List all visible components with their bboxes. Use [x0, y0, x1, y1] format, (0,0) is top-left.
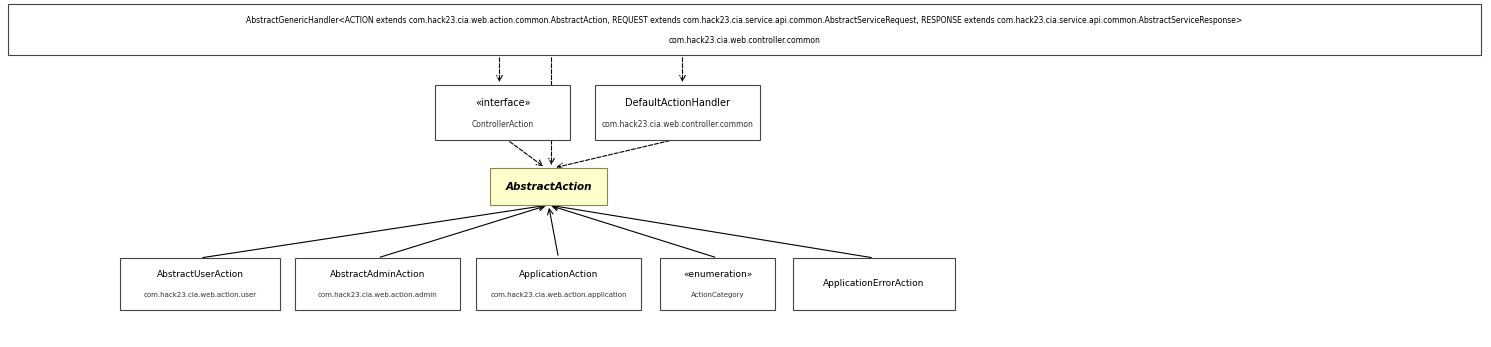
- Text: ActionCategory: ActionCategory: [690, 293, 744, 298]
- Bar: [435, 85, 570, 140]
- Bar: [491, 168, 607, 205]
- Bar: [119, 258, 280, 310]
- Text: ApplicationAction: ApplicationAction: [519, 270, 598, 279]
- Text: com.hack23.cia.web.action.user: com.hack23.cia.web.action.user: [143, 293, 256, 298]
- Text: ApplicationErrorAction: ApplicationErrorAction: [823, 279, 924, 288]
- Bar: [7, 4, 1481, 55]
- Text: AbstractAction: AbstractAction: [505, 181, 592, 192]
- Text: com.hack23.cia.web.action.admin: com.hack23.cia.web.action.admin: [318, 293, 437, 298]
- Text: AbstractUserAction: AbstractUserAction: [157, 270, 243, 279]
- Text: ControllerAction: ControllerAction: [471, 120, 534, 129]
- Bar: [661, 258, 775, 310]
- Bar: [295, 258, 461, 310]
- Text: DefaultActionHandler: DefaultActionHandler: [625, 98, 731, 108]
- Text: AbstractAdminAction: AbstractAdminAction: [330, 270, 425, 279]
- Text: «enumeration»: «enumeration»: [683, 270, 751, 279]
- Bar: [476, 258, 641, 310]
- Text: com.hack23.cia.web.controller.common: com.hack23.cia.web.controller.common: [668, 36, 820, 45]
- Bar: [793, 258, 956, 310]
- Text: com.hack23.cia.web.controller.common: com.hack23.cia.web.controller.common: [601, 120, 753, 129]
- Text: «interface»: «interface»: [474, 98, 531, 108]
- Text: AbstractGenericHandler<ACTION extends com.hack23.cia.web.action.common.AbstractA: AbstractGenericHandler<ACTION extends co…: [246, 16, 1242, 25]
- Text: com.hack23.cia.web.action.application: com.hack23.cia.web.action.application: [491, 293, 626, 298]
- Bar: [595, 85, 760, 140]
